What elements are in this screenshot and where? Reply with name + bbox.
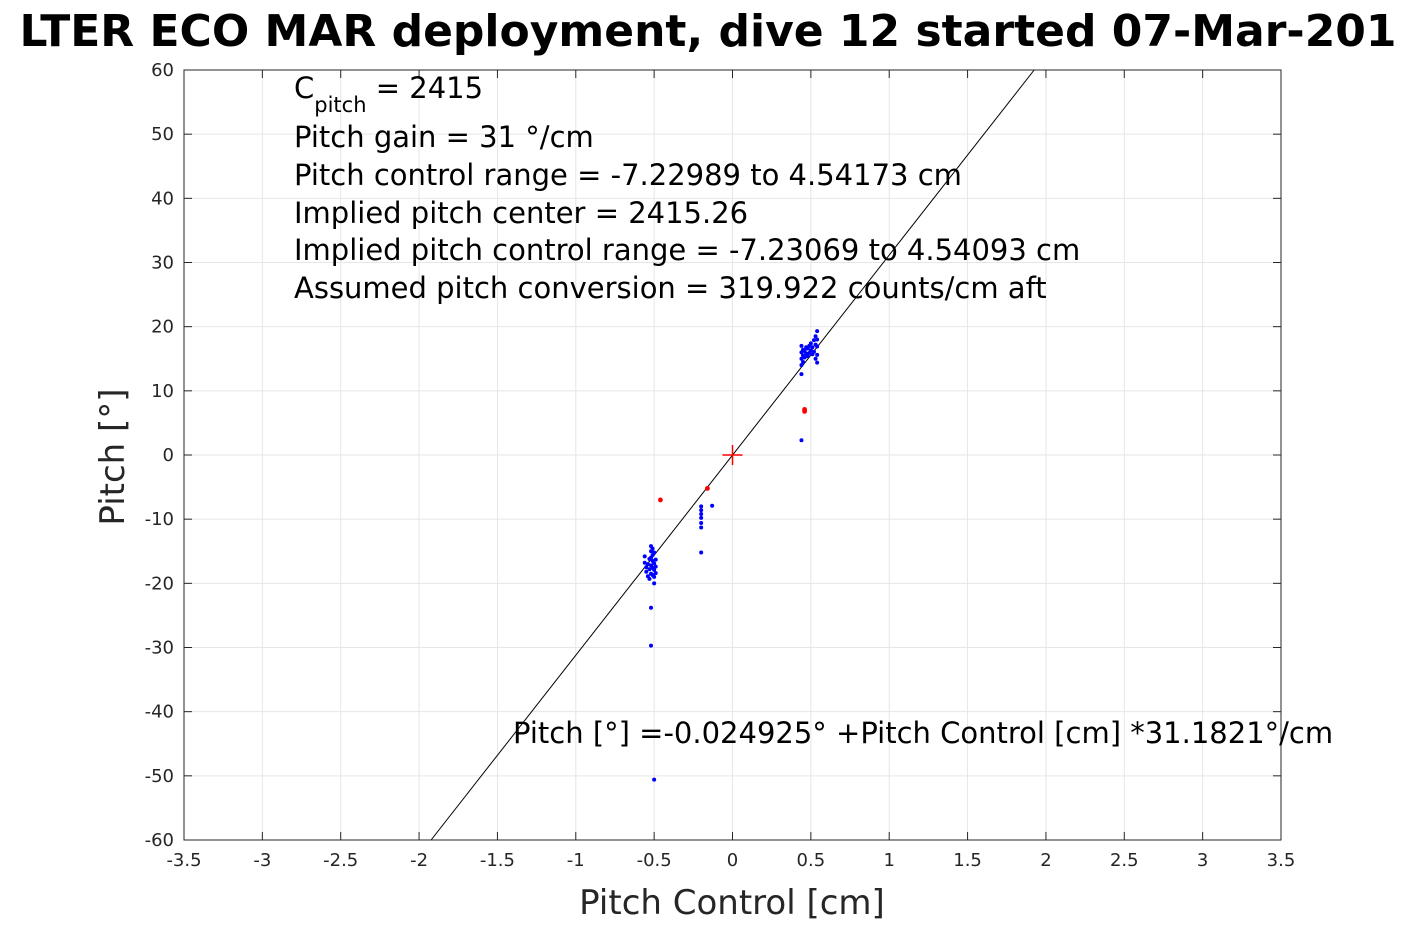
x-tick-label: 3 — [1197, 850, 1208, 871]
annotation-assumed-pitch-conversion: Assumed pitch conversion = 319.922 count… — [294, 271, 1047, 305]
data-point-blue — [642, 560, 647, 565]
data-point-blue — [813, 334, 818, 339]
x-axis-label: Pitch Control [cm] — [579, 883, 885, 923]
data-point-blue — [811, 349, 816, 354]
y-tick-label: 20 — [151, 317, 174, 338]
data-point-blue — [649, 643, 654, 648]
data-point-blue — [710, 503, 715, 508]
data-point-blue — [815, 329, 820, 334]
data-point-blue — [644, 569, 649, 574]
data-point-blue — [815, 337, 820, 342]
data-point-blue — [808, 348, 813, 353]
x-tick-label: -2.5 — [323, 850, 358, 871]
axis-ticks: -3.5 -3 -2.5 -2 -1.5 -1 -0.5 0 0.5 1 1.5 2 2.5 3 3.5 -6… — [145, 60, 1296, 871]
data-point-blue — [808, 341, 813, 346]
y-tick-label: -40 — [145, 702, 174, 723]
data-point-blue — [699, 515, 704, 520]
data-point-blue — [801, 359, 806, 364]
annotation-implied-pitch-center: Implied pitch center = 2415.26 — [294, 196, 748, 230]
data-point-blue — [647, 576, 652, 581]
center-marker-group — [722, 445, 743, 465]
x-tick-label: -1.5 — [480, 850, 515, 871]
data-point-blue — [653, 571, 658, 576]
data-point-blue — [699, 521, 704, 526]
annotation-pitch-control-range: Pitch control range = -7.22989 to 4.5417… — [294, 158, 962, 192]
x-tick-label: -3 — [253, 850, 271, 871]
data-point-red — [658, 497, 663, 503]
annotation-pitch-gain: Pitch gain = 31 °/cm — [294, 120, 594, 154]
data-point-blue — [699, 508, 704, 513]
data-point-blue — [799, 343, 804, 348]
data-point-blue — [815, 344, 820, 349]
data-point-blue — [805, 354, 810, 359]
data-point-blue — [649, 605, 654, 610]
y-axis-label: Pitch [°] — [93, 388, 133, 525]
y-tick-label: 30 — [151, 253, 174, 274]
x-tick-label: 0 — [727, 850, 738, 871]
y-tick-label: -60 — [145, 830, 174, 851]
y-tick-label: 50 — [151, 124, 174, 145]
y-tick-label: -50 — [145, 766, 174, 787]
chart-title: LTER ECO MAR deployment, dive 12 started… — [19, 6, 1396, 57]
data-point-blue — [813, 356, 818, 361]
y-tick-label: 0 — [163, 445, 174, 466]
data-point-blue — [699, 504, 704, 509]
data-point-blue — [652, 567, 657, 572]
y-tick-label: -20 — [145, 573, 174, 594]
annotation-cpitch-value: = 2415 — [367, 71, 484, 105]
data-point-blue — [652, 550, 657, 555]
data-point-blue — [699, 525, 704, 530]
x-tick-label: -3.5 — [166, 850, 201, 871]
data-point-blue — [799, 363, 804, 368]
annotation-cpitch-main: C — [294, 71, 314, 105]
data-points — [642, 329, 820, 782]
annotation-cpitch: Cpitch = 2415 — [294, 71, 483, 117]
data-point-blue — [815, 352, 820, 357]
x-tick-label: -1 — [567, 850, 585, 871]
x-tick-label: 1.5 — [953, 850, 982, 871]
data-point-blue — [644, 565, 649, 570]
data-point-blue — [652, 561, 657, 566]
data-point-blue — [653, 557, 658, 562]
data-point-blue — [647, 567, 652, 572]
data-point-blue — [652, 574, 657, 579]
data-point-blue — [699, 550, 704, 555]
data-point-blue — [799, 372, 804, 377]
x-tick-label: -0.5 — [637, 850, 672, 871]
x-tick-label: -2 — [410, 850, 428, 871]
data-point-blue — [815, 360, 820, 365]
y-tick-label: 40 — [151, 188, 174, 209]
x-tick-label: 2 — [1040, 850, 1051, 871]
data-point-blue — [650, 546, 655, 551]
fit-equation: Pitch [°] =-0.024925° +Pitch Control [cm… — [513, 716, 1333, 750]
data-point-blue — [799, 438, 804, 443]
plot-frame — [183, 69, 1282, 841]
data-point-blue — [699, 512, 704, 517]
y-tick-label: -30 — [145, 638, 174, 659]
data-point-blue — [811, 338, 816, 343]
data-point-blue — [642, 554, 647, 559]
data-point-blue — [810, 345, 815, 350]
x-tick-label: 0.5 — [797, 850, 826, 871]
data-point-blue — [652, 581, 657, 586]
x-tick-label: 3.5 — [1267, 850, 1296, 871]
annotation-cpitch-subscript: pitch — [314, 93, 366, 117]
x-tick-label: 2.5 — [1110, 850, 1139, 871]
annotation-implied-pitch-control-range: Implied pitch control range = -7.23069 t… — [294, 233, 1080, 267]
y-tick-label: 60 — [151, 60, 174, 81]
data-point-blue — [653, 564, 658, 569]
data-point-blue — [652, 777, 657, 782]
data-point-blue — [645, 562, 650, 567]
data-point-blue — [802, 355, 807, 360]
data-point-red — [802, 407, 807, 412]
data-point-red — [705, 485, 710, 491]
x-tick-label: 1 — [883, 850, 894, 871]
data-point-blue — [799, 356, 804, 361]
y-tick-label: 10 — [151, 381, 174, 402]
y-tick-label: -10 — [145, 509, 174, 530]
